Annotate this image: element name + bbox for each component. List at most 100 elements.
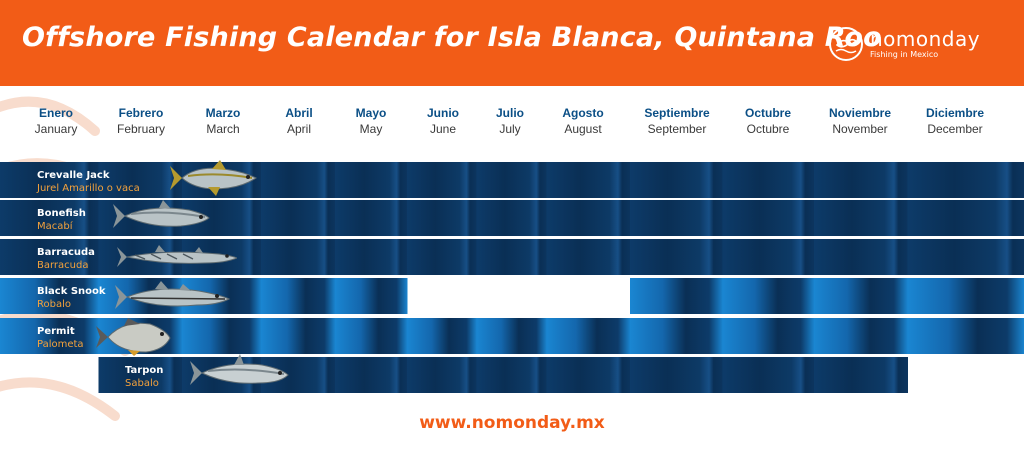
month-column-header: Mayo May [323,106,419,138]
species-row: Tarpon Sabalo [0,354,1024,393]
brand-logo[interactable]: nomonday Fishing in Mexico [828,26,988,62]
season-cell [630,162,723,198]
species-local-name: Sabalo [125,378,159,389]
season-cell [814,239,908,275]
fish-logo-icon [829,27,863,61]
month-column-header: Febrero February [93,106,189,138]
month-name-en: November [832,122,888,136]
species-row: Black Snook Robalo [0,278,1024,314]
logo-tagline: Fishing in Mexico [870,50,939,59]
month-column-header: Abril April [251,106,347,138]
season-cell [722,278,815,314]
season-cell [546,239,631,275]
month-column-header: Diciembre December [907,106,1003,138]
month-name-es: Julio [495,106,524,120]
month-column-header: Agosto August [535,106,631,138]
season-cell [814,162,908,198]
species-name: Crevalle Jack [37,170,110,181]
month-name-es: Marzo [205,106,241,120]
season-cell [261,162,336,198]
season-cell [907,278,1024,314]
month-column-header: Octubre Octubre [720,106,816,138]
month-name-es: Agosto [562,106,604,120]
month-name-en: February [116,122,166,136]
species-name: Permit [37,326,75,337]
month-name-es: Noviembre [828,106,892,120]
season-bar-group [0,318,1024,354]
fish-illustration-icon [115,281,231,309]
month-column-header: Julio July [462,106,558,138]
month-name-es: Junio [427,106,459,120]
season-cell [546,200,631,236]
season-cell [261,239,336,275]
season-cell [907,318,1024,354]
season-cell [407,200,477,236]
species-local-name: Palometa [37,339,84,350]
season-cell [0,278,99,314]
month-name-es: Abril [285,106,313,120]
species-local-name: Macabí [37,221,73,232]
season-cell [476,162,547,198]
month-name-en: June [429,122,457,136]
season-cell [182,318,262,354]
season-cell [261,278,336,314]
season-cell [407,357,477,393]
page-title: Offshore Fishing Calendar for Isla Blanc… [22,22,882,53]
season-cell [0,162,99,198]
season-cell [722,318,815,354]
season-cell [907,239,1024,275]
species-label: Bonefish Macabí [37,208,86,233]
season-cell [630,357,723,393]
species-label: Tarpon Sabalo [125,365,163,390]
month-name-en: December [927,122,983,136]
species-local-name: Jurel Amarillo o vaca [37,183,140,194]
season-cell [0,239,99,275]
month-name-en: July [499,122,521,136]
season-cell [630,318,723,354]
website-link[interactable]: www.nomonday.mx [419,413,605,433]
species-label: Barracuda Barracuda [37,247,95,272]
season-cell [335,278,408,314]
species-row: Bonefish Macabí [0,200,1024,236]
fish-illustration-icon [170,160,257,196]
species-name: Black Snook [37,286,106,297]
species-row: Permit Palometa [0,318,1024,356]
season-cell [814,200,908,236]
season-cell [261,200,336,236]
season-cell [407,239,477,275]
month-name-en: August [564,122,602,136]
month-column-header: Noviembre November [812,106,908,138]
month-name-en: March [206,122,240,136]
fish-illustration-icon [96,318,171,356]
species-local-name: Robalo [37,299,71,310]
season-cell [722,357,815,393]
season-cell [476,239,547,275]
fish-illustration-icon [190,354,289,385]
fish-illustration-icon [113,200,210,228]
season-cell [476,318,547,354]
season-cell [476,357,547,393]
month-column-header: Enero January [8,106,104,138]
month-name-es: Febrero [118,106,164,120]
season-cell [722,239,815,275]
month-column-header: Marzo March [175,106,271,138]
season-cell [722,200,815,236]
month-name-en: Octubre [746,122,790,136]
season-cell [546,357,631,393]
month-name-en: April [286,122,311,136]
species-label: Permit Palometa [37,326,84,351]
season-cell [98,162,183,198]
season-cell [407,318,477,354]
season-cell [907,162,1024,198]
month-column-header: Junio June [395,106,491,138]
season-cell [546,318,631,354]
species-name: Bonefish [37,208,86,219]
header-bar: Offshore Fishing Calendar for Isla Blanc… [0,0,1024,86]
fish-illustration-icon [117,245,237,267]
logo-name: nomonday [870,27,981,51]
month-name-es: Septiembre [644,106,710,120]
month-name-es: Enero [38,106,73,120]
season-cell [0,318,99,354]
species-row: Barracuda Barracuda [0,239,1024,275]
season-bar-group [0,162,1024,198]
